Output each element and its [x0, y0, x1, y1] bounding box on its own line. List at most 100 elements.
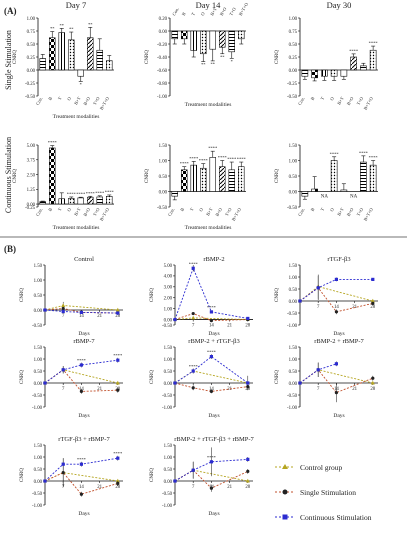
y-tick-label: 0.00 — [164, 480, 173, 485]
data-point — [61, 309, 65, 314]
bar — [360, 161, 367, 192]
chart-B8: rBMP-2 + rTGF-β3 + rBMP-71.50 1.00 0.50 0.0… — [150, 436, 255, 517]
chart-title: rBMP-7 — [73, 338, 95, 345]
x-tick-label: 7 — [62, 387, 65, 392]
category-label: B — [310, 96, 316, 101]
y-tick-label: 0.00 — [289, 382, 298, 387]
significance-mark: **** — [237, 157, 247, 162]
x-tick-label: 7 — [62, 485, 65, 490]
bar — [369, 164, 377, 192]
significance-mark: * — [80, 82, 83, 87]
y-tick-label: 1.50 — [34, 346, 43, 351]
bar — [58, 198, 65, 205]
y-axis-label: CNRQ — [13, 169, 18, 183]
y-tick-label: 0.00 — [34, 309, 43, 314]
category-label: B+T+O — [363, 206, 375, 221]
bar — [200, 30, 207, 55]
bar — [190, 30, 197, 51]
category-label: T+O — [356, 206, 365, 217]
series-line — [299, 278, 373, 302]
significance-mark: **** — [113, 353, 123, 358]
series-line — [44, 457, 118, 482]
series-line — [174, 370, 248, 384]
data-point — [116, 358, 120, 362]
chart-title: rTGF-β3 — [327, 256, 350, 263]
significance-mark: **** — [208, 146, 218, 151]
bar — [181, 169, 188, 192]
x-tick-label: 21 — [227, 324, 232, 329]
significance-mark: **** — [113, 451, 123, 456]
x-tick-label: 28 — [115, 314, 120, 319]
y-tick-label: 0.50 — [34, 468, 43, 473]
x-tick-label: 7 — [317, 387, 320, 392]
category-label: T — [320, 96, 326, 101]
y-axis-label: CNRQ — [13, 50, 18, 64]
y-tick-label: 1.00 — [164, 358, 173, 363]
significance-mark: **** — [105, 189, 115, 194]
category-label: T+O — [228, 6, 237, 17]
data-point — [334, 310, 338, 314]
data-point — [191, 315, 196, 320]
y-tick-label: 3.00 — [164, 286, 173, 291]
y-tick-label: 0.00 — [159, 30, 168, 35]
y-tick-label: 0.25 — [289, 56, 298, 61]
category-label: T+O — [224, 206, 233, 217]
x-tick-label: 14 — [79, 314, 84, 319]
data-point — [246, 316, 250, 321]
category-label: O — [66, 206, 72, 212]
bar — [330, 69, 338, 77]
bar — [171, 191, 178, 197]
significance-mark: ** — [60, 23, 65, 28]
y-tick-label: 4.00 — [164, 275, 173, 280]
bar — [77, 197, 84, 205]
bar — [350, 56, 357, 71]
y-tick-label: 0.20 — [159, 17, 168, 22]
x-axis-label: Days — [78, 511, 89, 517]
significance-mark: **** — [359, 150, 369, 155]
data-point — [370, 380, 375, 385]
y-tick-label: 0.00 — [164, 382, 173, 387]
y-tick-label: 0.00 — [34, 480, 43, 485]
x-axis-label: Days — [333, 413, 344, 419]
data-point — [115, 307, 120, 312]
data-point — [334, 391, 338, 395]
data-point — [209, 389, 213, 393]
x-tick-label: 14 — [209, 324, 214, 329]
category-label: B+T+O — [99, 206, 111, 221]
data-point — [79, 310, 83, 314]
legend: Control group Single Stimulation Continu… — [275, 463, 372, 522]
x-axis-label: Treatment modalities — [53, 225, 100, 231]
y-tick-label: 1.00 — [27, 17, 36, 22]
series-line — [174, 382, 248, 392]
bar — [330, 160, 338, 192]
x-tick-label: 14 — [79, 485, 84, 490]
y-tick-label: 1.00 — [34, 456, 43, 461]
category-label: Con. — [297, 207, 306, 217]
y-tick-label: 1.00 — [289, 358, 298, 363]
legend-label-continuous: Continuous Stimulation — [300, 513, 372, 522]
y-tick-label: -1.00 — [162, 406, 173, 411]
y-tick-label: 0.50 — [34, 294, 43, 299]
y-tick-label: -0.25 — [287, 82, 298, 87]
y-tick-label: 1.25 — [27, 188, 36, 193]
y-tick-label: -0.80 — [157, 82, 168, 87]
significance-mark: **** — [189, 364, 199, 369]
significance-mark: **** — [207, 350, 217, 355]
y-tick-label: 0.50 — [289, 43, 298, 48]
category-label: B+O — [82, 206, 91, 217]
chart-title: rBMP-2 — [203, 256, 224, 263]
bar — [209, 30, 216, 50]
bar — [340, 189, 348, 192]
data-point — [209, 310, 213, 314]
series-line — [174, 458, 248, 482]
chart-B2: rBMP-2 5.00 4.00 3.00 2.00 1.00 0.00-0.50 CNRQ 7… — [150, 256, 253, 337]
bar — [96, 49, 103, 71]
panel-b-label: (B) — [4, 244, 16, 254]
x-axis-label: Days — [208, 413, 219, 419]
data-point — [115, 478, 120, 483]
x-tick-label: 7 — [62, 314, 65, 319]
y-tick-label: 3.75 — [27, 159, 36, 164]
data-point — [61, 368, 65, 372]
data-point — [209, 355, 213, 359]
chart-B6: rBMP-2 + rBMP-7 1.50 1.00 0.50 0.00 -0.50 -1.0… — [275, 338, 378, 419]
